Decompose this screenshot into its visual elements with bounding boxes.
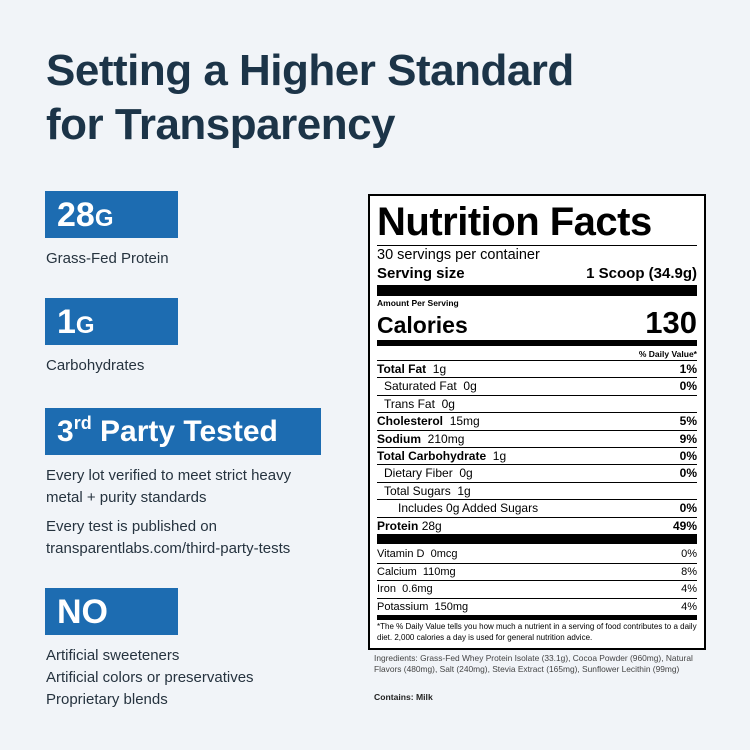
nutrient-row-saturated-fat: Saturated Fat 0g 0% [377, 377, 697, 394]
caption-line: metal + purity standards [46, 489, 207, 506]
nutrient-row-total-carbohydrate: Total Carbohydrate 1g 0% [377, 447, 697, 464]
caption-line: Every test is published on [46, 518, 217, 535]
vitamin-row-iron: Iron 0.6mg 4% [377, 580, 697, 598]
nutrient-row-sodium: Sodium 210mg 9% [377, 429, 697, 446]
list-item: Proprietary blends [46, 691, 168, 708]
calories-row: Calories 130 [377, 307, 697, 338]
protein-unit: G [94, 205, 114, 232]
carbs-unit: G [75, 312, 95, 339]
third-party-caption-2: Every test is published on transparentla… [46, 516, 290, 560]
protein-badge: 28G [45, 191, 178, 238]
carbs-value: 1 [57, 303, 76, 341]
nutrient-row-total-fat: Total Fat 1g 1% [377, 360, 697, 376]
nutrient-row-cholesterol: Cholesterol 15mg 5% [377, 412, 697, 429]
protein-caption: Grass-Fed Protein [46, 250, 169, 267]
title-line-2: for Transparency [46, 100, 396, 149]
nutrition-facts-label: Nutrition Facts 30 servings per containe… [368, 194, 706, 650]
third-party-caption-1: Every lot verified to meet strict heavy … [46, 465, 291, 509]
daily-value-header: % Daily Value* [638, 349, 697, 359]
nutrient-row-added-sugars: Includes 0g Added Sugars 0% [377, 499, 697, 516]
vitamin-row-potassium: Potassium 150mg 4% [377, 597, 697, 616]
list-item: Artificial sweeteners [46, 647, 180, 664]
caption-link-text: transparentlabs.com/third-party-tests [46, 540, 291, 557]
servings-per-container: 30 servings per container [377, 247, 540, 263]
vitamin-row-vitamin-d: Vitamin D 0mcg 0% [377, 548, 697, 561]
nutrient-row-total-sugars: Total Sugars 1g [377, 481, 697, 499]
daily-value-footnote: *The % Daily Value tells you how much a … [377, 622, 697, 642]
calories-label: Calories [377, 312, 468, 338]
no-label: NO [57, 593, 108, 631]
carbs-badge: 1G [45, 298, 178, 345]
no-list: Artificial sweeteners Artificial colors … [46, 645, 254, 711]
no-badge: NO [45, 588, 178, 635]
serving-size-label: Serving size [377, 265, 465, 282]
nutrient-row-dietary-fiber: Dietary Fiber 0g 0% [377, 464, 697, 481]
third-party-suffix: Party Tested [91, 415, 278, 448]
nutrition-title: Nutrition Facts [377, 200, 652, 244]
third-party-sup: rd [73, 413, 92, 433]
ingredients-text: Ingredients: Grass-Fed Whey Protein Isol… [374, 653, 693, 674]
third-party-prefix: 3 [57, 415, 74, 448]
page-title: Setting a Higher Standard for Transparen… [46, 44, 686, 152]
calories-value: 130 [645, 305, 697, 340]
amount-per-serving: Amount Per Serving [377, 298, 459, 308]
protein-value: 28 [57, 196, 95, 234]
vitamin-row-calcium: Calcium 110mg 8% [377, 562, 697, 581]
caption-line: Every lot verified to meet strict heavy [46, 467, 292, 484]
allergen-contains: Contains: Milk [374, 692, 433, 702]
nutrient-row-trans-fat: Trans Fat 0g [377, 394, 697, 412]
list-item: Artificial colors or preservatives [46, 669, 254, 686]
nutrient-row-protein: Protein 28g 49% [377, 516, 697, 533]
serving-size-value: 1 Scoop (34.9g) [586, 265, 697, 282]
serving-size-row: Serving size 1 Scoop (34.9g) [377, 264, 697, 283]
third-party-badge: 3rd Party Tested [45, 408, 321, 455]
title-line-1: Setting a Higher Standard [46, 46, 574, 95]
carbs-caption: Carbohydrates [46, 357, 145, 374]
